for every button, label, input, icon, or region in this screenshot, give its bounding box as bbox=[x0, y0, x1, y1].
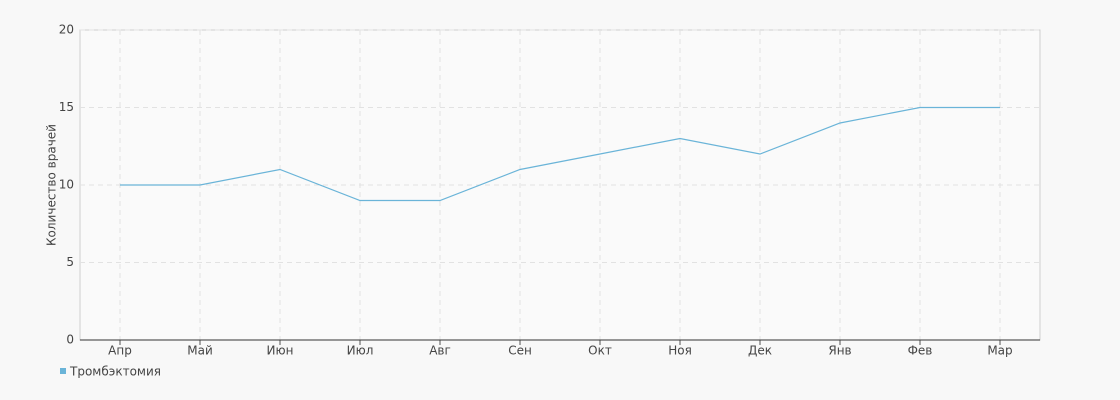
y-tick-label: 15 bbox=[59, 100, 74, 114]
x-tick-label: Май bbox=[187, 344, 213, 358]
x-tick-label: Окт bbox=[588, 344, 612, 358]
x-tick-label: Мар bbox=[987, 344, 1012, 358]
y-tick-label: 20 bbox=[59, 23, 74, 37]
y-tick-label: 0 bbox=[66, 333, 74, 347]
x-tick-label: Июл bbox=[347, 344, 374, 358]
x-tick-label: Авг bbox=[429, 344, 451, 358]
series-line bbox=[120, 106, 1000, 202]
x-tick-label: Ноя bbox=[668, 344, 692, 358]
y-axis-label: Количество врачей bbox=[45, 124, 59, 246]
y-tick-label: 5 bbox=[66, 255, 74, 269]
x-tick-label: Апр bbox=[108, 344, 132, 358]
x-tick-label: Янв bbox=[828, 344, 851, 358]
x-tick-label: Фев bbox=[908, 344, 933, 358]
legend-label: Тромбэктомия bbox=[69, 365, 161, 379]
x-tick-label: Сен bbox=[508, 344, 532, 358]
x-tick-label: Июн bbox=[267, 344, 294, 358]
legend-marker bbox=[60, 368, 66, 374]
x-tick-label: Дек bbox=[748, 344, 772, 358]
y-tick-label: 10 bbox=[59, 178, 74, 192]
